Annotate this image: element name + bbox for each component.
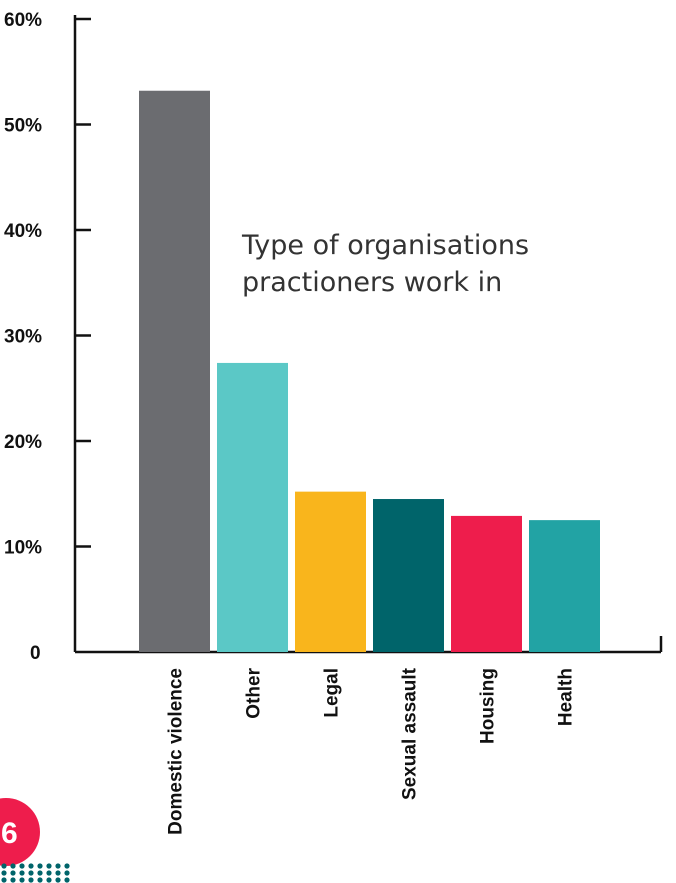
- bar-other: [217, 362, 288, 652]
- decorative-dot: [55, 877, 61, 883]
- x-tick-label: Health: [556, 668, 577, 726]
- decorative-dot: [28, 877, 34, 883]
- decorative-dot: [10, 870, 16, 876]
- chart-title-line-2: practioners work in: [242, 267, 502, 298]
- decorative-dot: [37, 863, 43, 869]
- x-tick-label: Domestic violence: [166, 668, 187, 835]
- decorative-dots: [1, 863, 70, 883]
- x-tick-label: Other: [244, 667, 265, 718]
- bar-legal: [295, 491, 366, 652]
- bar-health: [529, 520, 600, 652]
- chart-title-line-1: Type of organisations: [241, 230, 529, 261]
- page-number-circle: [0, 798, 40, 866]
- decorative-dot: [1, 870, 7, 876]
- y-tick-label: 10%: [4, 538, 42, 559]
- y-ticks: 0 10% 20% 30% 40% 50% 60%: [4, 10, 91, 664]
- y-tick-label: 30%: [4, 327, 42, 348]
- decorative-dot: [46, 870, 52, 876]
- bar-sexual-assault: [373, 499, 444, 652]
- decorative-dot: [37, 877, 43, 883]
- decorative-dot: [46, 877, 52, 883]
- decorative-dot: [28, 863, 34, 869]
- decorative-dot: [19, 863, 25, 869]
- decorative-dot: [1, 877, 7, 883]
- page-badge: 66: [0, 798, 70, 883]
- y-tick-label: 50%: [4, 116, 42, 137]
- decorative-dot: [1, 863, 7, 869]
- x-tick-label: Legal: [322, 668, 343, 718]
- y-tick-label: 20%: [4, 432, 42, 453]
- y-tick-label: 40%: [4, 221, 42, 242]
- y-tick-label: 60%: [4, 10, 42, 31]
- decorative-dot: [10, 877, 16, 883]
- decorative-dot: [64, 870, 70, 876]
- decorative-dot: [55, 870, 61, 876]
- decorative-dot: [55, 863, 61, 869]
- decorative-dot: [64, 877, 70, 883]
- decorative-dot: [10, 863, 16, 869]
- bars: [139, 90, 600, 653]
- x-labels: Domestic violence Other Legal Sexual assaul…: [166, 667, 577, 835]
- page-number: 66: [0, 817, 18, 850]
- decorative-dot: [64, 863, 70, 869]
- decorative-dot: [46, 863, 52, 869]
- x-tick-label: Sexual assault: [400, 667, 421, 800]
- chart-title: Type of organisations practioners work i…: [241, 230, 529, 298]
- decorative-dot: [19, 877, 25, 883]
- x-tick-label: Housing: [478, 668, 499, 744]
- decorative-dot: [28, 870, 34, 876]
- decorative-dot: [19, 870, 25, 876]
- bar-domestic-violence: [139, 90, 210, 653]
- y-tick-label: 0: [30, 643, 41, 664]
- bar-housing: [451, 515, 522, 652]
- decorative-dot: [37, 870, 43, 876]
